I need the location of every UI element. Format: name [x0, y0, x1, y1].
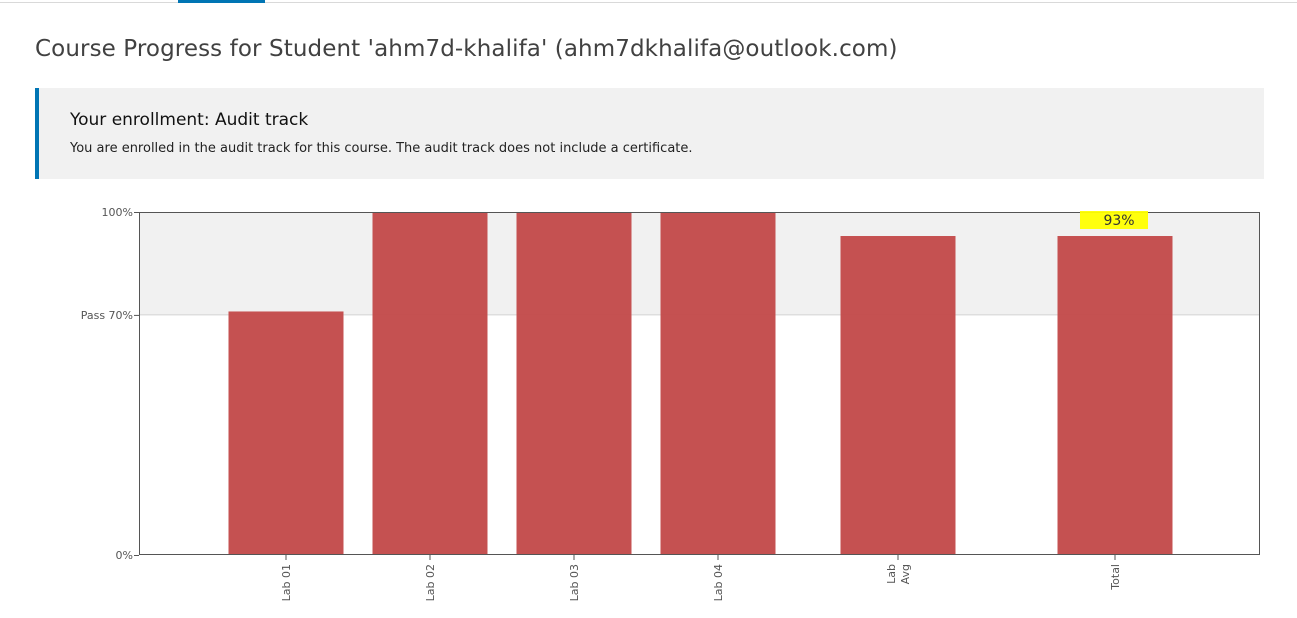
enrollment-title: Your enrollment: Audit track: [70, 110, 309, 130]
y-tick-label: Pass 70%: [81, 309, 133, 322]
y-tick-label: 0%: [116, 549, 133, 562]
bar-lab-01: [228, 311, 344, 555]
x-tick-label: Lab 04: [712, 564, 725, 601]
enrollment-message-box: Your enrollment: Audit track You are enr…: [35, 88, 1264, 179]
bar-lab-avg: [840, 236, 956, 555]
chart-annotations: 93%: [1080, 211, 1148, 230]
x-tick-label: Lab 01: [280, 564, 293, 601]
x-tick-label: Lab 03: [568, 564, 581, 601]
chart-y-axis: 100% Pass 70% 0%: [81, 206, 139, 562]
x-tick-label: Lab: [885, 564, 898, 584]
x-tick-label: Total: [1109, 564, 1122, 591]
x-tick-label: Lab 02: [424, 564, 437, 601]
bar-lab-02: [372, 212, 488, 555]
total-percent-label: 93%: [1103, 213, 1134, 229]
enrollment-message: You are enrolled in the audit track for …: [70, 141, 693, 156]
chart-x-axis: Lab 01 Lab 02 Lab 03 Lab 04 Lab Avg Total: [280, 555, 1122, 601]
page-title: Course Progress for Student 'ahm7d-khali…: [35, 36, 898, 62]
bar-lab-04: [660, 212, 776, 555]
active-tab-indicator: [178, 0, 265, 3]
y-tick-label: 100%: [102, 206, 133, 219]
bar-lab-03: [516, 212, 632, 555]
top-nav-border: [0, 0, 1297, 3]
x-tick-label: Avg: [899, 564, 912, 584]
chart-frame: [139, 212, 1260, 555]
plot-frame: [139, 212, 1260, 555]
bar-total: [1057, 236, 1173, 555]
total-highlight: [1080, 211, 1148, 230]
chart-bars: [228, 212, 1173, 555]
